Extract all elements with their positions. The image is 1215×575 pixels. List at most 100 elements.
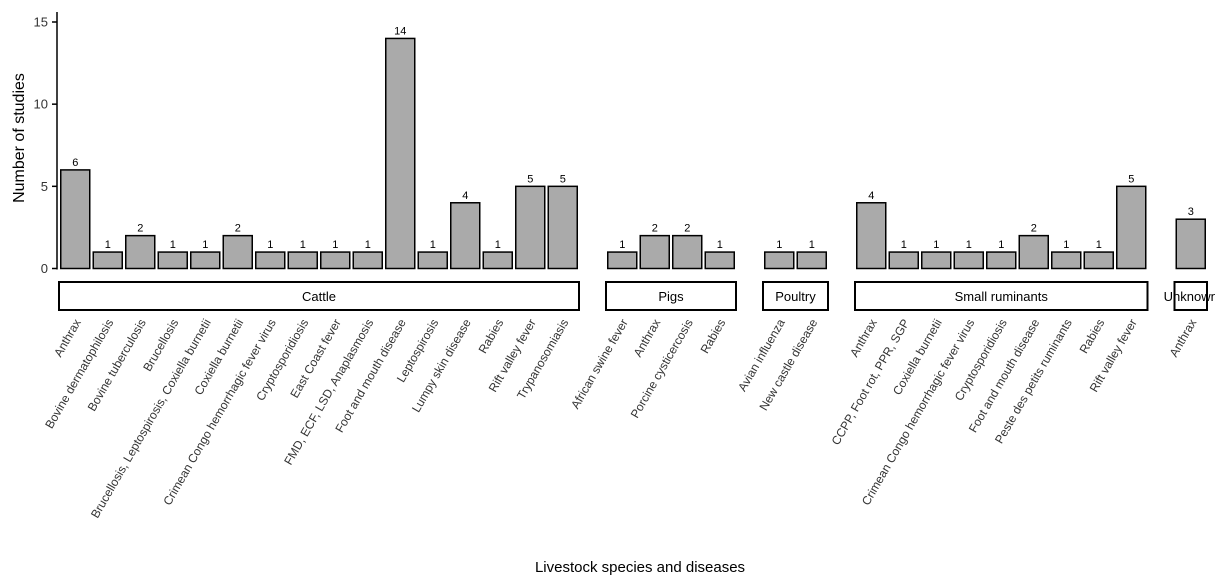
- bar: [60, 169, 91, 270]
- y-axis: 0 5 10 15: [34, 12, 58, 276]
- facet-strip-label: Poultry: [775, 289, 816, 304]
- data-label: 1: [1096, 239, 1102, 251]
- category-label: Bovine tuberculosis: [85, 317, 149, 414]
- data-label: 1: [717, 239, 723, 251]
- data-label: 1: [901, 239, 907, 251]
- bar: [320, 251, 351, 270]
- bar: [157, 251, 188, 270]
- data-label: 2: [137, 223, 143, 235]
- category-label: Porcine cysticercosis: [628, 317, 696, 421]
- data-label: 1: [776, 239, 782, 251]
- bar: [888, 251, 919, 270]
- data-label: 2: [1031, 223, 1037, 235]
- data-label: 1: [1063, 239, 1069, 251]
- data-label: 1: [966, 239, 972, 251]
- bar: [352, 251, 383, 270]
- facet-strip-label: Pigs: [658, 289, 684, 304]
- bar: [1051, 251, 1082, 270]
- category-label: Anthrax: [847, 317, 880, 360]
- facet-strip: [1173, 281, 1208, 311]
- data-label: 1: [300, 239, 306, 251]
- bar: [92, 251, 123, 270]
- bar: [1018, 234, 1049, 270]
- bar: [953, 251, 984, 270]
- data-label: 14: [394, 25, 406, 37]
- category-label: Rabies: [1077, 317, 1108, 356]
- facet-unknown: 3 Anthrax Unknown: [1164, 206, 1215, 359]
- bar: [385, 37, 416, 270]
- facet-pigs: 1 African swine fever 2 Anthrax 2 Porcine cys…: [568, 223, 737, 421]
- x-axis-title: Livestock species and diseases: [535, 559, 745, 575]
- data-label: 1: [365, 239, 371, 251]
- data-label: 6: [72, 157, 78, 169]
- category-label: Lumpy skin disease: [409, 316, 474, 415]
- y-axis-title: Number of studies: [11, 73, 28, 203]
- data-label: 2: [235, 223, 241, 235]
- data-label: 5: [560, 173, 566, 185]
- data-label: 1: [619, 239, 625, 251]
- bar: [1175, 218, 1206, 270]
- data-label: 2: [684, 223, 690, 235]
- bar: [450, 202, 481, 270]
- y-tick-label: 10: [34, 97, 48, 112]
- data-label: 5: [527, 173, 533, 185]
- y-tick-label: 15: [34, 15, 48, 30]
- facet-strip-label: Cattle: [302, 289, 336, 304]
- bar: [921, 251, 952, 270]
- bar: [856, 202, 887, 270]
- bar: [125, 234, 156, 270]
- data-label: 1: [170, 239, 176, 251]
- bar: [672, 234, 703, 270]
- bar: [515, 185, 546, 270]
- data-label: 2: [652, 223, 658, 235]
- y-tick-label: 0: [41, 261, 48, 276]
- bar: [607, 251, 638, 270]
- bar: [704, 251, 735, 270]
- data-label: 1: [267, 239, 273, 251]
- data-label: 1: [332, 239, 338, 251]
- bar: [255, 251, 286, 270]
- bar: [764, 251, 795, 270]
- facet-strip: [854, 281, 1149, 311]
- bar: [1083, 251, 1114, 270]
- data-label: 1: [933, 239, 939, 251]
- bar: [986, 251, 1017, 270]
- bar: [1116, 185, 1147, 270]
- y-tick-label: 5: [41, 179, 48, 194]
- category-label: Rabies: [476, 317, 507, 356]
- data-label: 4: [868, 190, 874, 202]
- data-label: 1: [105, 239, 111, 251]
- facet-strip: [762, 281, 829, 311]
- bar: [482, 251, 513, 270]
- facet-strip: [605, 281, 737, 311]
- bar: [639, 234, 670, 270]
- facet-strip-label: Unknown: [1164, 289, 1215, 304]
- bar: [417, 251, 448, 270]
- bar: [796, 251, 827, 270]
- bar: [222, 234, 253, 270]
- category-label: Anthrax: [51, 317, 84, 360]
- data-label: 1: [809, 239, 815, 251]
- bar: [547, 185, 578, 270]
- facet-strip: [58, 281, 580, 311]
- category-label: Rabies: [698, 317, 729, 356]
- data-label: 3: [1188, 206, 1194, 218]
- category-label: Anthrax: [1167, 317, 1200, 360]
- data-label: 5: [1128, 173, 1134, 185]
- facet-strip-label: Small ruminants: [955, 289, 1049, 304]
- data-label: 1: [430, 239, 436, 251]
- bar: [287, 251, 318, 270]
- data-label: 1: [202, 239, 208, 251]
- category-label: New castle disease: [757, 316, 821, 413]
- category-label: African swine fever: [568, 316, 631, 411]
- data-label: 1: [495, 239, 501, 251]
- bar: [190, 251, 221, 270]
- category-label: Anthrax: [631, 317, 664, 360]
- data-label: 4: [462, 190, 468, 202]
- data-label: 1: [998, 239, 1004, 251]
